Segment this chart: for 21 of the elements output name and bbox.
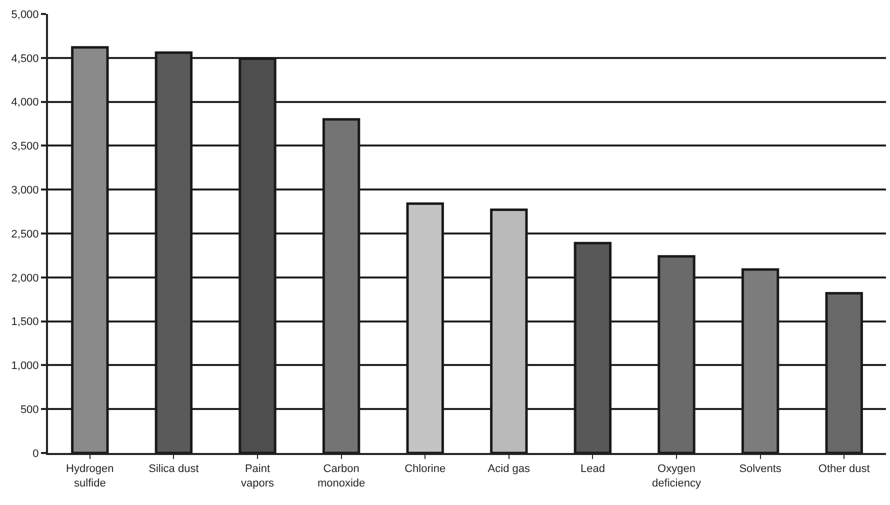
- x-tick-label: Silica dust: [148, 463, 199, 476]
- y-tick-label: 3,000: [11, 184, 39, 196]
- y-tick-label: 5,000: [11, 8, 39, 21]
- x-tick-label: Oxygen deficiency: [652, 463, 702, 490]
- y-tick-label: 0: [32, 448, 39, 460]
- y-tick-label: 2,000: [11, 272, 39, 284]
- y-tick-label: 1,000: [11, 360, 39, 372]
- y-tick-label: 1,500: [11, 316, 39, 328]
- y-tick-label: 2,500: [11, 228, 39, 240]
- x-tick-label: Acid gas: [488, 463, 530, 476]
- x-tick-label: Solvents: [739, 463, 782, 476]
- x-tick-label: Paint vapors: [240, 463, 274, 490]
- x-tick-label: Lead: [580, 463, 605, 476]
- x-tick-label: Hydrogen sulfide: [66, 463, 114, 490]
- x-tick-label: Chlorine: [404, 463, 446, 476]
- y-tick-label: 500: [20, 404, 39, 416]
- x-tick-label: Carbon monoxide: [317, 463, 366, 490]
- y-tick-label: 4,000: [11, 96, 39, 109]
- x-tick-label: Other dust: [818, 463, 870, 476]
- y-tick-label: 3,500: [11, 140, 39, 153]
- y-tick-label: 4,500: [11, 52, 39, 65]
